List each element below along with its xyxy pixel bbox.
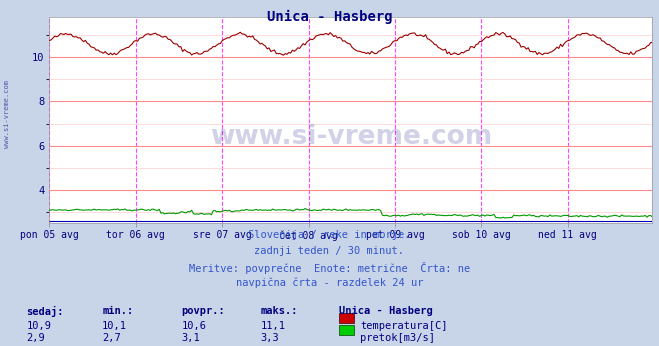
Text: Meritve: povprečne  Enote: metrične  Črta: ne: Meritve: povprečne Enote: metrične Črta:… xyxy=(189,262,470,274)
Text: Unica - Hasberg: Unica - Hasberg xyxy=(267,10,392,24)
Text: 10,6: 10,6 xyxy=(181,321,206,331)
Text: temperatura[C]: temperatura[C] xyxy=(360,321,448,331)
Text: min.:: min.: xyxy=(102,306,133,316)
Text: Unica - Hasberg: Unica - Hasberg xyxy=(339,306,433,316)
Text: 11,1: 11,1 xyxy=(260,321,285,331)
Text: sedaj:: sedaj: xyxy=(26,306,64,317)
Text: povpr.:: povpr.: xyxy=(181,306,225,316)
Text: www.si-vreme.com: www.si-vreme.com xyxy=(3,80,10,148)
Text: www.si-vreme.com: www.si-vreme.com xyxy=(210,124,492,150)
Text: navpična črta - razdelek 24 ur: navpična črta - razdelek 24 ur xyxy=(236,278,423,288)
Text: 3,1: 3,1 xyxy=(181,333,200,343)
Text: 2,7: 2,7 xyxy=(102,333,121,343)
Text: Slovenija / reke in morje.: Slovenija / reke in morje. xyxy=(248,230,411,240)
Text: zadnji teden / 30 minut.: zadnji teden / 30 minut. xyxy=(254,246,405,256)
Text: 3,3: 3,3 xyxy=(260,333,279,343)
Text: maks.:: maks.: xyxy=(260,306,298,316)
Text: 10,1: 10,1 xyxy=(102,321,127,331)
Text: 10,9: 10,9 xyxy=(26,321,51,331)
Text: pretok[m3/s]: pretok[m3/s] xyxy=(360,333,436,343)
Text: 2,9: 2,9 xyxy=(26,333,45,343)
